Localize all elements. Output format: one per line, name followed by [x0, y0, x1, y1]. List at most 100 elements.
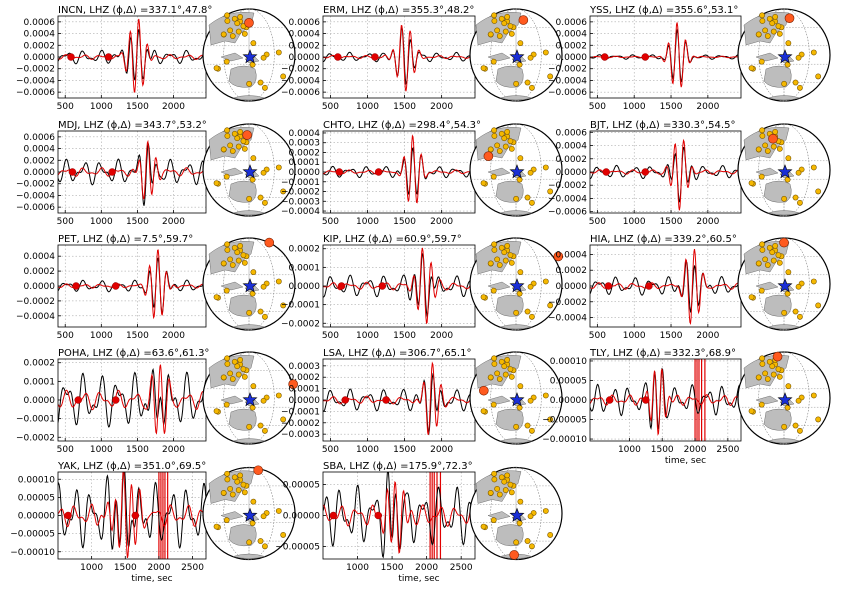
x-tick-label: 1500 — [381, 563, 404, 573]
station-dot — [229, 491, 236, 498]
x-tick-label: 500 — [57, 102, 74, 112]
station-dot — [234, 478, 241, 485]
selected-station-marker — [244, 17, 254, 28]
phase-pick-dot — [131, 511, 140, 520]
x-tick-label: 2000 — [696, 102, 719, 112]
station-dot — [508, 30, 515, 37]
station-dot — [764, 376, 771, 382]
selected-station-marker — [264, 237, 275, 248]
station-dot — [260, 397, 267, 404]
panel-title: HIA, LHZ (ϕ,Δ) =339.2°,60.5° — [590, 234, 737, 245]
station-dot — [513, 309, 520, 316]
station-dot — [480, 65, 487, 71]
station-dot — [762, 370, 769, 377]
station-dot — [772, 242, 779, 249]
station-dot — [785, 155, 792, 162]
epicenter-star-icon — [777, 278, 793, 293]
y-tick-label: 0.0004 — [556, 250, 588, 260]
y-tick-label: −0.0004 — [548, 76, 587, 86]
station-dot — [547, 188, 554, 195]
synthetic-trace — [323, 247, 475, 325]
station-dot — [494, 256, 501, 263]
station-dot — [280, 188, 287, 195]
station-dot — [262, 199, 268, 206]
station-dot — [504, 356, 511, 363]
antarctica-landmass — [767, 438, 801, 444]
station-dot — [231, 244, 238, 251]
epicenter-star-icon — [509, 392, 525, 407]
y-tick-label: 0.0000 — [289, 396, 321, 406]
station-dot — [498, 474, 505, 481]
y-tick-label: 0.0002 — [24, 41, 56, 51]
phase-pick-dot — [68, 168, 77, 176]
station-dot — [491, 18, 498, 24]
station-dot — [250, 269, 257, 276]
station-dot — [513, 80, 520, 87]
observed-trace — [323, 372, 475, 436]
station-dot — [227, 27, 234, 34]
australia-landmass — [228, 294, 257, 317]
meridian-line — [490, 237, 542, 331]
station-dot — [498, 358, 505, 365]
station-dot — [246, 80, 253, 87]
phase-pick-dot — [641, 53, 649, 61]
station-dot — [224, 133, 231, 139]
phase-pick-dot — [112, 396, 120, 404]
synthetic-trace — [590, 368, 741, 436]
station-dot — [527, 513, 534, 520]
panel-title: CHTO, LHZ (ϕ,Δ) =298.4°,54.3° — [323, 120, 481, 131]
station-dot — [487, 31, 494, 38]
station-dot — [795, 169, 802, 176]
observed-trace — [590, 367, 741, 430]
station-dot — [810, 49, 817, 56]
antarctica-landmass — [232, 324, 266, 330]
x-tick-label: 2500 — [716, 445, 739, 455]
station-dot — [224, 476, 231, 483]
x-tick-label: 1000 — [356, 217, 379, 227]
meridian-line — [223, 123, 275, 217]
x-tick-label: 1000 — [623, 331, 646, 341]
station-dot — [748, 65, 755, 71]
synthetic-trace — [323, 134, 475, 204]
phase-pick-dot — [112, 282, 120, 290]
station-dot — [231, 474, 238, 481]
panel-lsa: −0.0003−0.0002 −0.00010.00000.0001 0.00020… — [281, 348, 563, 455]
globe-inset — [469, 351, 563, 445]
station-dot — [772, 128, 779, 135]
station-dot — [547, 73, 554, 80]
selected-station-marker — [478, 385, 489, 396]
observed-trace — [58, 257, 206, 316]
epicenter-star-icon — [242, 49, 258, 64]
x-tick-label: 2500 — [450, 563, 473, 573]
station-dot — [224, 127, 230, 134]
synthetic-trace — [58, 364, 206, 435]
station-dot — [213, 523, 220, 530]
selected-station-marker — [253, 465, 264, 476]
station-dot — [529, 313, 535, 320]
station-dot — [758, 401, 765, 408]
station-dot — [810, 278, 817, 285]
y-tick-label: 0.0004 — [556, 142, 588, 152]
station-dot — [240, 138, 247, 145]
antarctica-landmass — [232, 553, 266, 559]
station-dot — [480, 180, 487, 186]
y-tick-label: 0.00005 — [550, 376, 587, 386]
y-tick-label: 0.0001 — [289, 158, 321, 168]
station-dot — [542, 49, 549, 56]
station-dot — [504, 472, 511, 479]
x-tick-label: 1000 — [90, 331, 113, 341]
station-dot — [508, 489, 515, 496]
station-dot — [224, 241, 230, 248]
station-dot — [235, 28, 242, 35]
station-dot — [766, 244, 773, 251]
station-dot — [501, 20, 508, 27]
station-dot — [527, 54, 534, 61]
y-tick-label: −0.0002 — [281, 319, 320, 329]
antarctica-landmass — [767, 95, 801, 101]
station-dot — [524, 194, 531, 201]
epicenter-star-icon — [242, 507, 258, 522]
station-dot — [280, 73, 287, 80]
station-dot — [507, 23, 514, 30]
station-dot — [517, 498, 524, 505]
